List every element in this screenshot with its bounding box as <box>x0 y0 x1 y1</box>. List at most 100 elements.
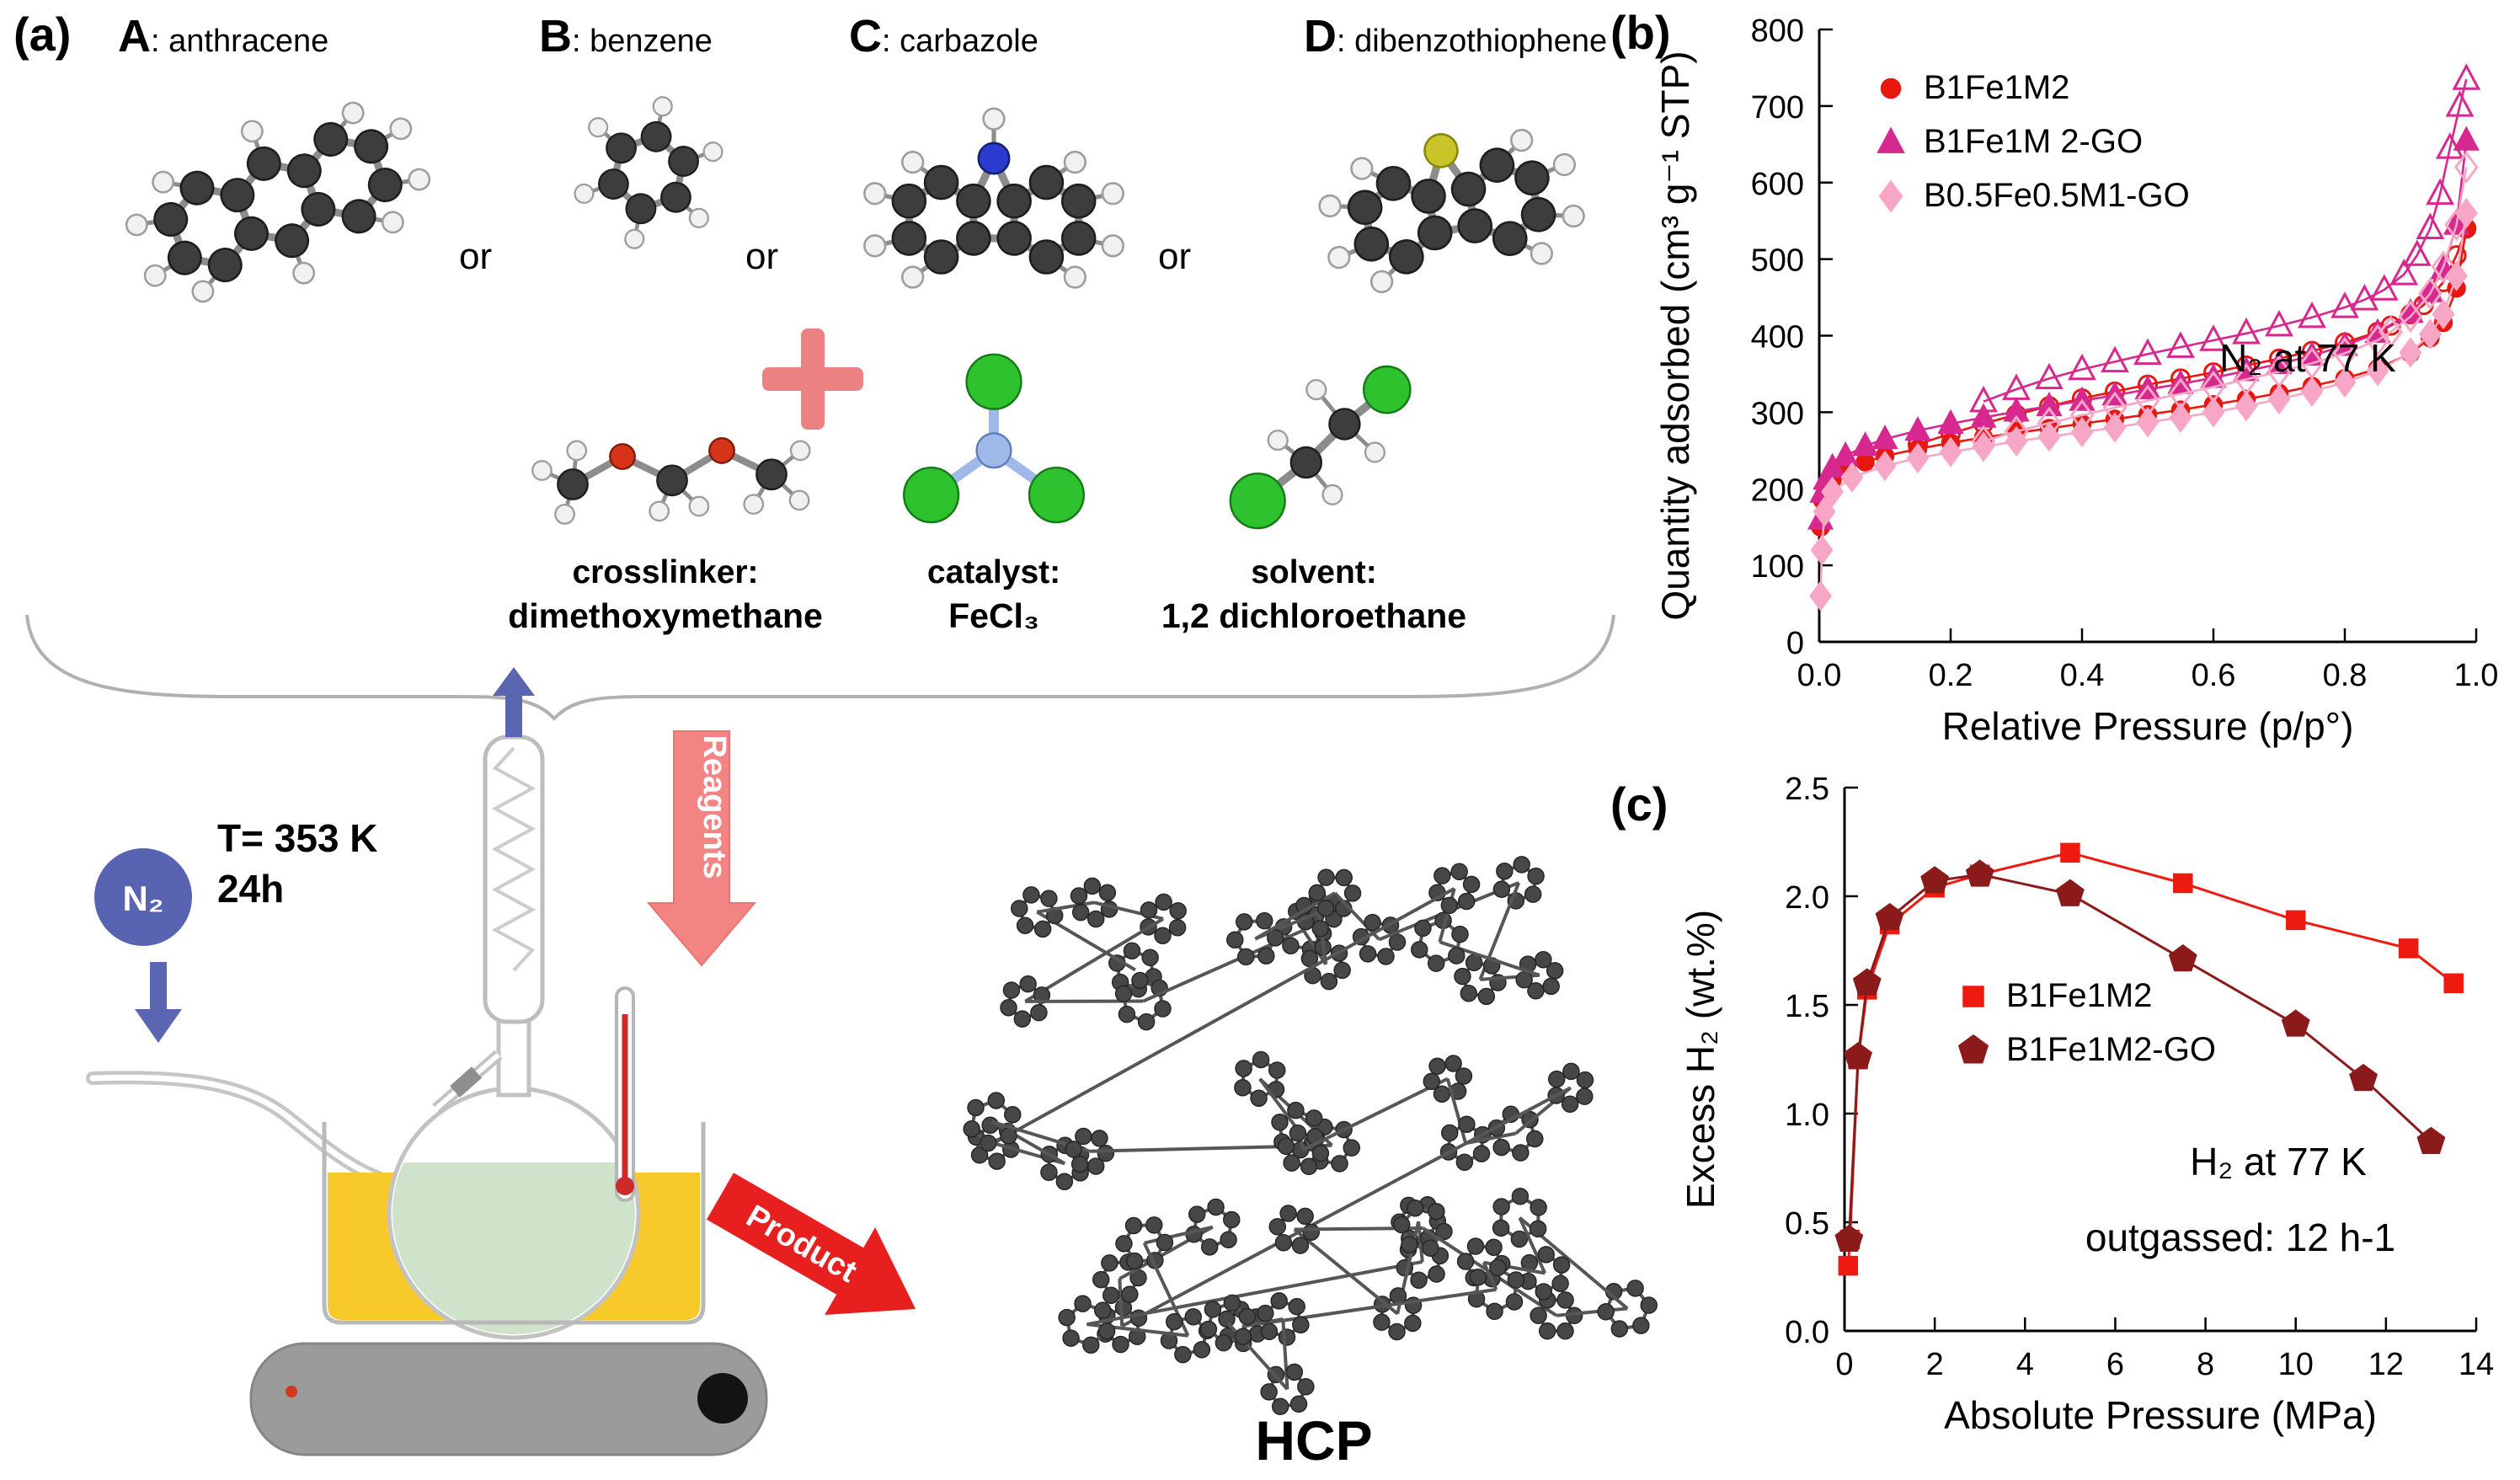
monomer-d-letter: D <box>1304 11 1337 61</box>
svg-text:1.0: 1.0 <box>1785 1098 1829 1133</box>
side-arm <box>432 1050 503 1114</box>
svg-text:2.5: 2.5 <box>1785 772 1829 807</box>
b1fe1m2-go-pentagon-marker-icon <box>1957 1034 1989 1064</box>
svg-text:8: 8 <box>2197 1347 2214 1382</box>
monomer-a-label: A: anthracene <box>118 10 328 62</box>
oil-bath <box>328 1173 700 1320</box>
svg-text:Excess H₂ (wt.%): Excess H₂ (wt.%) <box>1679 910 1722 1209</box>
catalyst-label: catalyst: FeCl₃ <box>859 552 1129 638</box>
fecl3-molecule <box>902 353 1086 524</box>
brace <box>25 614 1615 721</box>
svg-text:1.0: 1.0 <box>2454 658 2499 693</box>
legend-item: B1Fe1M2 <box>1871 61 2190 115</box>
beaker <box>322 1122 706 1325</box>
monomer-c-label: C: carbazole <box>849 10 1038 62</box>
svg-text:0.6: 0.6 <box>2192 658 2236 693</box>
n2-label: N₂ <box>123 879 164 918</box>
anthracene-molecule <box>125 101 431 303</box>
reaction-apparatus: N₂ Reagents Product <box>86 667 916 1456</box>
legend-label: B1Fe1M2 <box>2006 976 2153 1014</box>
chart-c-legend: B1Fe1M2 B1Fe1M2-GO <box>1954 969 2216 1077</box>
monomer-c-name: : carbazole <box>882 24 1038 59</box>
crosslinker-role: crosslinker: <box>572 554 759 590</box>
legend-label: B1Fe1M 2-GO <box>1924 122 2144 160</box>
b1fe1m2-square-marker-icon <box>1962 986 1984 1007</box>
monomer-a-name: : anthracene <box>151 24 329 59</box>
monomer-d-name: : dibenzothiophene <box>1337 24 1608 59</box>
chart-b-legend: B1Fe1M2 B1Fe1M 2-GO B0.5Fe0.5M1-GO <box>1871 61 2190 222</box>
svg-text:0: 0 <box>1835 1347 1853 1382</box>
dibenzothiophene-molecule <box>1318 128 1585 294</box>
stopper <box>450 1066 482 1098</box>
b05fe05m1-go-marker-icon <box>1878 179 1903 213</box>
monomer-b-letter: B <box>539 11 572 61</box>
svg-text:200: 200 <box>1751 473 1804 508</box>
svg-text:Relative Pressure (p/p°): Relative Pressure (p/p°) <box>1942 704 2354 748</box>
flask-neck <box>496 1015 531 1098</box>
svg-text:0.4: 0.4 <box>2060 658 2105 693</box>
benzene-molecule <box>574 96 723 249</box>
product-arrow-icon: Product <box>707 1173 916 1315</box>
b1fe1m2-go-marker-icon <box>1877 126 1905 153</box>
reagents-arrow-label: Reagents <box>697 735 732 879</box>
monomer-d-label: D: dibenzothiophene <box>1304 10 1607 62</box>
svg-text:600: 600 <box>1751 167 1804 202</box>
condenser <box>483 735 545 1024</box>
svg-text:6: 6 <box>2106 1347 2124 1382</box>
legend-label: B1Fe1M2 <box>1924 68 2070 106</box>
svg-text:2: 2 <box>1926 1347 1944 1382</box>
n2-gas-ball <box>94 848 192 946</box>
n2-adsorption-chart: 0.0 0.2 0.4 0.6 0.8 1.0 0 100 200 300 400 500 600 700… <box>1653 13 2499 748</box>
plus-icon <box>762 329 863 430</box>
hot-plate-knob <box>697 1373 748 1424</box>
svg-text:300: 300 <box>1751 396 1804 431</box>
or-label-3: or <box>1158 236 1192 277</box>
catalyst-role: catalyst: <box>926 554 1061 590</box>
legend-label: B1Fe1M2-GO <box>2006 1030 2216 1068</box>
solvent-name: 1,2 dichloroethane <box>1161 596 1467 635</box>
dimethoxymethane-molecule <box>531 436 811 525</box>
crosslinker-name: dimethoxymethane <box>508 596 823 635</box>
svg-text:4: 4 <box>2016 1347 2034 1382</box>
h2-uptake-chart: 0 2 4 6 8 10 12 14 0.0 0.5 1.0 1.5 2.0 2.5 Absolute Pr… <box>1679 772 2494 1437</box>
or-label-2: or <box>745 236 779 277</box>
svg-text:14: 14 <box>2459 1347 2494 1382</box>
svg-text:Absolute Pressure (MPa): Absolute Pressure (MPa) <box>1944 1393 2377 1437</box>
panel-c-label: (c) <box>1610 777 1668 831</box>
hot-plate <box>249 1342 768 1456</box>
chart-c-annotation-2: outgassed: 12 h-1 <box>2085 1216 2396 1259</box>
svg-text:0.8: 0.8 <box>2323 658 2368 693</box>
svg-text:2.0: 2.0 <box>1785 880 1829 916</box>
svg-text:500: 500 <box>1751 243 1804 279</box>
power-light <box>286 1386 297 1397</box>
product-arrow-label: Product <box>740 1199 863 1290</box>
b1fe1m2-marker-icon <box>1880 77 1902 99</box>
duration-label: 24h <box>217 867 285 911</box>
svg-text:0.5: 0.5 <box>1785 1206 1829 1242</box>
monomer-b-name: : benzene <box>572 24 713 59</box>
panel-a-label: (a) <box>13 8 72 61</box>
svg-text:0.0: 0.0 <box>1797 658 1842 693</box>
temperature-label: T= 353 K <box>217 816 378 860</box>
svg-text:0: 0 <box>1786 626 1804 661</box>
hcp-label: HCP <box>1255 1409 1373 1472</box>
vent-arrow-icon <box>493 667 535 737</box>
gas-inlet-tube <box>86 1071 404 1191</box>
svg-text:100: 100 <box>1751 549 1804 585</box>
condenser-coil <box>491 746 537 972</box>
flask-body <box>389 1088 638 1338</box>
dichloroethane-molecule <box>1229 365 1412 530</box>
or-label-1: or <box>459 236 493 277</box>
monomer-a-letter: A <box>118 11 151 61</box>
svg-text:1.5: 1.5 <box>1785 989 1829 1024</box>
svg-text:12: 12 <box>2368 1347 2404 1382</box>
legend-item: B1Fe1M2 <box>1954 969 2216 1023</box>
chart-b-annotation: N₂ at 77 K <box>2219 336 2396 380</box>
legend-item: B0.5Fe0.5M1-GO <box>1871 168 2190 222</box>
solvent-label: solvent: 1,2 dichloroethane <box>1133 552 1495 638</box>
svg-text:Quantity adsorbed (cm³ g⁻¹ STP: Quantity adsorbed (cm³ g⁻¹ STP) <box>1653 51 1697 620</box>
svg-text:0.2: 0.2 <box>1929 658 1973 693</box>
